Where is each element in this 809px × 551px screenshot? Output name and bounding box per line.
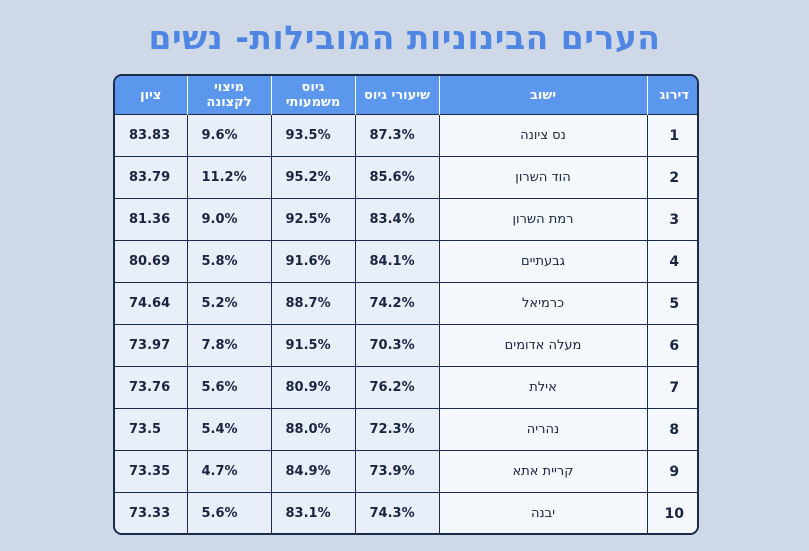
cell-rank: 7	[646, 366, 697, 409]
cell-rank: 9	[646, 450, 697, 493]
cell-enlistment-rate: 72.3%	[354, 408, 439, 451]
cell-meaningful-service: 80.9%	[270, 366, 355, 409]
cell-rank: 2	[646, 156, 697, 199]
cell-max-potential: 5.4%	[186, 408, 271, 451]
cell-max-potential: 5.8%	[186, 240, 271, 283]
cell-score: 73.97	[115, 324, 187, 367]
cell-max-potential: 7.8%	[186, 324, 271, 367]
cell-enlistment-rate: 76.2%	[354, 366, 439, 409]
cell-meaningful-service: 84.9%	[270, 450, 355, 493]
cell-city: רמת השרון	[438, 198, 647, 241]
header-enlistment-rate: שיעורי גיוס	[354, 76, 439, 115]
cell-rank: 5	[646, 282, 697, 325]
cell-city: נהריה	[438, 408, 647, 451]
cell-city: הוד השרון	[438, 156, 647, 199]
cell-meaningful-service: 93.5%	[270, 114, 355, 157]
cell-meaningful-service: 95.2%	[270, 156, 355, 199]
cell-rank: 6	[646, 324, 697, 367]
cell-max-potential: 9.6%	[186, 114, 271, 157]
table-row: 5 כרמיאל 74.2% 88.7% 5.2% 74.64	[115, 282, 697, 325]
cell-score: 80.69	[115, 240, 187, 283]
cell-max-potential: 4.7%	[186, 450, 271, 493]
cell-score: 83.83	[115, 114, 187, 157]
cell-max-potential: 11.2%	[186, 156, 271, 199]
cell-rank: 1	[646, 114, 697, 157]
table-header-row: דירוג ישוב שיעורי גיוס גיוס משמעותי מיצו…	[115, 76, 697, 115]
cell-meaningful-service: 83.1%	[270, 492, 355, 533]
cell-enlistment-rate: 87.3%	[354, 114, 439, 157]
table-row: 10 יבנה 74.3% 83.1% 5.6% 73.33	[115, 492, 697, 533]
page-title: הערים הבינוניות המובילות- נשים	[148, 18, 661, 57]
cell-enlistment-rate: 83.4%	[354, 198, 439, 241]
cell-rank: 4	[646, 240, 697, 283]
header-meaningful-service: גיוס משמעותי	[270, 76, 355, 115]
cell-max-potential: 5.6%	[186, 492, 271, 533]
cell-enlistment-rate: 73.9%	[354, 450, 439, 493]
cell-meaningful-service: 91.5%	[270, 324, 355, 367]
cell-score: 83.79	[115, 156, 187, 199]
table-row: 3 רמת השרון 83.4% 92.5% 9.0% 81.36	[115, 198, 697, 241]
header-city: ישוב	[438, 76, 647, 115]
cell-meaningful-service: 88.7%	[270, 282, 355, 325]
table-row: 9 קריית אתא 73.9% 84.9% 4.7% 73.35	[115, 450, 697, 493]
cell-rank: 10	[646, 492, 697, 533]
cell-city: נס ציונה	[438, 114, 647, 157]
cell-enlistment-rate: 85.6%	[354, 156, 439, 199]
cell-score: 81.36	[115, 198, 187, 241]
table-row: 8 נהריה 72.3% 88.0% 5.4% 73.5	[115, 408, 697, 451]
cell-meaningful-service: 92.5%	[270, 198, 355, 241]
cell-city: קריית אתא	[438, 450, 647, 493]
header-score: ציון	[115, 76, 187, 115]
cell-score: 74.64	[115, 282, 187, 325]
cell-max-potential: 9.0%	[186, 198, 271, 241]
table-row: 6 מעלה אדומים 70.3% 91.5% 7.8% 73.97	[115, 324, 697, 367]
cell-enlistment-rate: 84.1%	[354, 240, 439, 283]
header-rank: דירוג	[646, 76, 697, 115]
cell-city: יבנה	[438, 492, 647, 533]
cell-enlistment-rate: 74.3%	[354, 492, 439, 533]
cell-score: 73.76	[115, 366, 187, 409]
table-row: 2 הוד השרון 85.6% 95.2% 11.2% 83.79	[115, 156, 697, 199]
cell-meaningful-service: 88.0%	[270, 408, 355, 451]
table-row: 7 אילת 76.2% 80.9% 5.6% 73.76	[115, 366, 697, 409]
cell-rank: 8	[646, 408, 697, 451]
table-row: 1 נס ציונה 87.3% 93.5% 9.6% 83.83	[115, 114, 697, 157]
cell-score: 73.35	[115, 450, 187, 493]
cell-score: 73.33	[115, 492, 187, 533]
header-max-potential: מיצוי לקצונה	[186, 76, 271, 115]
ranking-table-container: דירוג ישוב שיעורי גיוס גיוס משמעותי מיצו…	[113, 74, 699, 535]
cell-city: גבעתיים	[438, 240, 647, 283]
cell-city: כרמיאל	[438, 282, 647, 325]
cell-enlistment-rate: 74.2%	[354, 282, 439, 325]
table-body: 1 נס ציונה 87.3% 93.5% 9.6% 83.83 2 הוד השרון 85…	[115, 114, 697, 533]
cell-max-potential: 5.6%	[186, 366, 271, 409]
cell-max-potential: 5.2%	[186, 282, 271, 325]
cell-city: מעלה אדומים	[438, 324, 647, 367]
cell-city: אילת	[438, 366, 647, 409]
cell-meaningful-service: 91.6%	[270, 240, 355, 283]
cell-score: 73.5	[115, 408, 187, 451]
cell-enlistment-rate: 70.3%	[354, 324, 439, 367]
cell-rank: 3	[646, 198, 697, 241]
ranking-table: דירוג ישוב שיעורי גיוס גיוס משמעותי מיצו…	[115, 76, 697, 533]
table-row: 4 גבעתיים 84.1% 91.6% 5.8% 80.69	[115, 240, 697, 283]
